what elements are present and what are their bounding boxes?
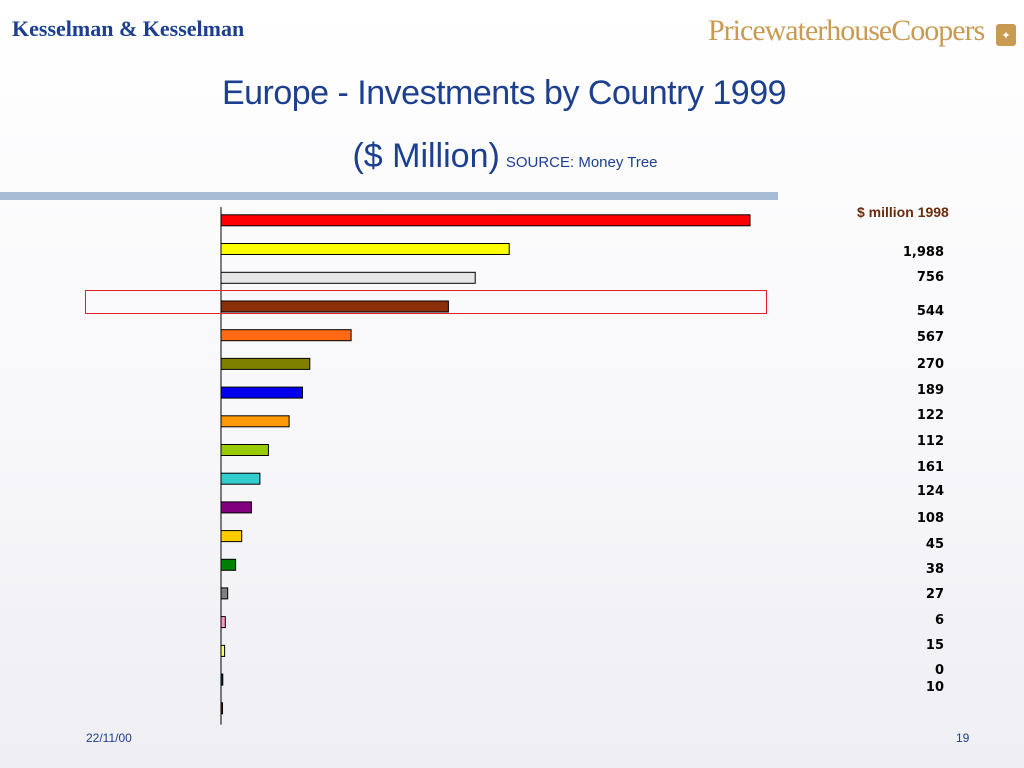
comparison-value: 567 (916, 330, 944, 345)
bar (220, 472, 261, 485)
bar (220, 530, 243, 543)
comparison-value: 161 (916, 460, 944, 475)
bar (220, 415, 290, 428)
bar (220, 702, 223, 715)
bar (220, 386, 303, 399)
highlight-box (85, 290, 767, 314)
brand-pwc-logo: PricewaterhouseCoopers (708, 14, 985, 47)
comparison-value: 38 (925, 562, 944, 577)
bar (220, 501, 252, 514)
source-label: SOURCE: Money Tree (505, 154, 658, 171)
comparison-value: 6 (934, 613, 944, 628)
comparison-value: 189 (916, 383, 944, 398)
bar (220, 243, 510, 255)
brand-kesselman: Kesselman & Kesselman (12, 16, 245, 41)
comparison-value: 270 (916, 357, 944, 372)
slide-title: Europe - Investments by Country 1999 (221, 74, 787, 112)
bar (220, 300, 449, 313)
bar (220, 357, 311, 370)
bar (220, 673, 224, 686)
comparison-value: 45 (925, 537, 944, 552)
bar (220, 444, 269, 456)
comparison-legend-label: $ million 1998 (857, 204, 949, 220)
unit-label: ($ Million) (352, 137, 500, 175)
bar (220, 558, 237, 571)
pwc-seal-icon: ✦ (996, 24, 1016, 46)
bar (220, 214, 751, 227)
comparison-value: 27 (925, 587, 944, 602)
title-rule (0, 192, 778, 200)
bar (220, 644, 226, 657)
bar (220, 329, 352, 342)
comparison-value: 0 (934, 663, 944, 678)
comparison-value: 112 (916, 434, 944, 449)
comparison-value: 10 (925, 680, 944, 695)
slide-subtitle: ($ Million) SOURCE: Money Tree (0, 137, 1010, 176)
comparison-value: 756 (916, 270, 944, 285)
comparison-value: 124 (916, 484, 944, 499)
comparison-value: 544 (916, 304, 944, 319)
comparison-value: 15 (925, 638, 944, 653)
comparison-value: 1,988 (902, 245, 944, 260)
bar (220, 587, 229, 600)
comparison-value: 108 (916, 511, 944, 526)
page-number: 19 (956, 731, 970, 745)
bar (220, 616, 226, 629)
footer-date: 22/11/00 (86, 731, 132, 745)
comparison-value: 122 (916, 408, 944, 423)
bar (220, 271, 476, 284)
